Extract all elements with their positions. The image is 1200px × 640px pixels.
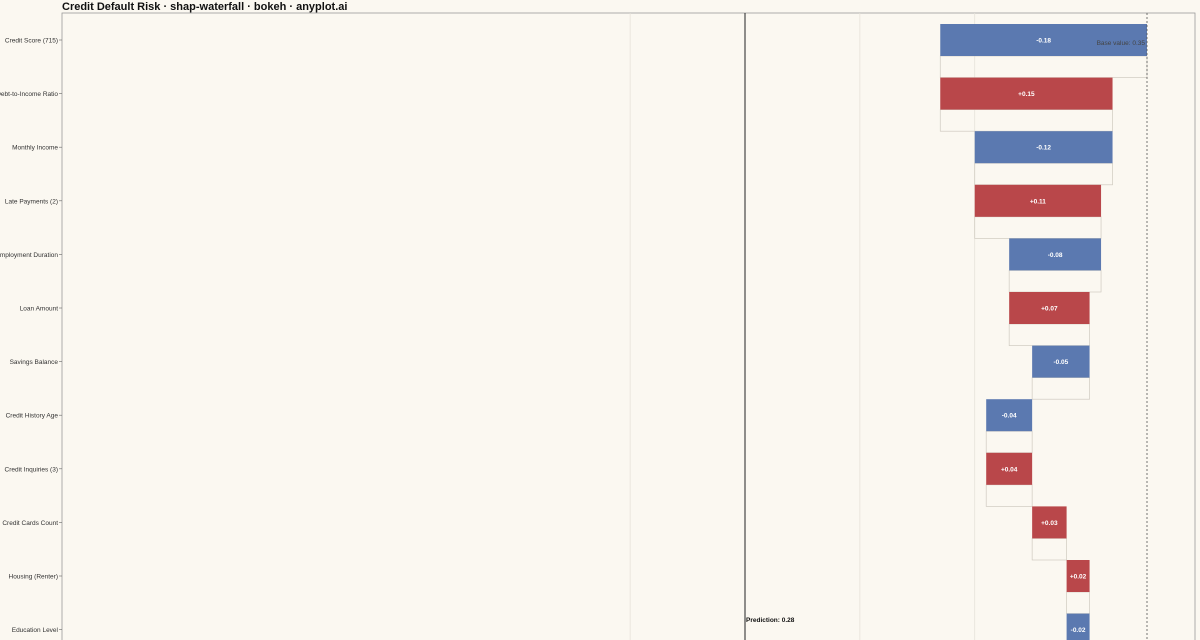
feature-label: Monthly Income (12, 145, 58, 152)
bar (1032, 506, 1067, 539)
feature-label: Housing (Renter) (9, 574, 59, 581)
bar (986, 399, 1033, 432)
value-label: -0.08 (1048, 252, 1063, 259)
feature-label: Credit History Age (6, 413, 59, 420)
bar (1009, 292, 1090, 324)
connector (985, 430, 1033, 454)
value-label: -0.18 (1036, 38, 1051, 45)
grid (61, 12, 1196, 640)
bar (974, 131, 1113, 164)
connector (974, 162, 1113, 186)
value-label: -0.05 (1053, 359, 1068, 366)
connector (1031, 377, 1090, 400)
feature-label: Debt-to-Income Ratio (0, 91, 58, 98)
prediction-label: Prediction: 0.28 (746, 617, 795, 624)
feature-label: Credit Cards Count (2, 520, 58, 527)
bar (940, 24, 1147, 56)
connector (974, 216, 1102, 239)
base-value-label: Base value: 0.35 (1097, 40, 1146, 47)
feature-label: Employment Duration (0, 252, 58, 259)
bar (1009, 238, 1102, 271)
value-label: +0.04 (1001, 466, 1018, 473)
feature-label: Late Payments (2) (5, 198, 58, 205)
chart-title: Credit Default Risk · shap-waterfall · b… (62, 1, 347, 13)
bar (1032, 345, 1090, 378)
bar (940, 77, 1113, 110)
labels: -0.18 Credit Score (715) +0.15 Debt-to-Inco… (0, 38, 1145, 635)
value-label: +0.15 (1018, 91, 1035, 98)
bar (1066, 560, 1090, 592)
connector (1066, 591, 1090, 614)
connector (939, 55, 1148, 78)
connector (985, 484, 1033, 507)
feature-label: Education Level (12, 627, 59, 634)
bar (1066, 613, 1090, 640)
value-label: -0.04 (1002, 413, 1017, 420)
value-label: -0.12 (1036, 145, 1051, 152)
feature-label: Savings Balance (10, 359, 59, 366)
bar (986, 452, 1033, 485)
value-label: +0.02 (1070, 574, 1087, 581)
connector (1008, 323, 1090, 346)
feature-label: Loan Amount (20, 306, 59, 313)
bars (940, 24, 1147, 640)
value-label: -0.02 (1071, 627, 1086, 634)
feature-label: Credit Inquiries (3) (5, 466, 58, 473)
value-label: +0.11 (1030, 198, 1046, 205)
connector (1008, 270, 1102, 293)
feature-label: Credit Score (715) (5, 38, 58, 45)
bar (974, 184, 1102, 217)
connector (939, 109, 1113, 132)
value-label: +0.03 (1041, 520, 1058, 527)
value-label: +0.07 (1041, 306, 1058, 313)
reference-lines (744, 13, 1148, 640)
connector (1031, 538, 1067, 561)
plot-frame (61, 12, 1196, 640)
